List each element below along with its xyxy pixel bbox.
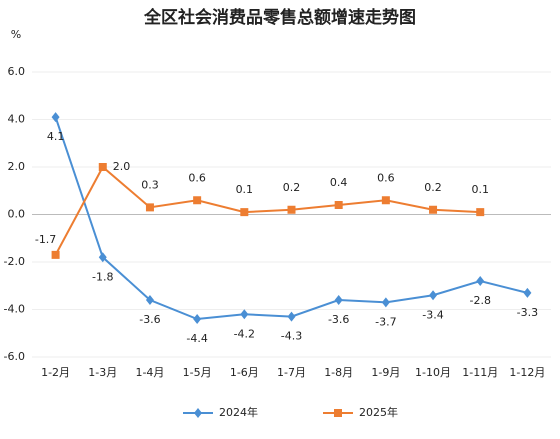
data-label: 2.0: [113, 160, 131, 173]
legend-label: 2024年: [219, 405, 258, 419]
data-label: 0.4: [330, 176, 348, 189]
marker: [523, 287, 532, 298]
marker: [193, 314, 202, 324]
marker: [51, 250, 60, 259]
marker: [476, 208, 485, 217]
x-tick-label: 1-6月: [230, 366, 259, 379]
data-label: -4.3: [281, 330, 302, 343]
x-tick-label: 1-10月: [415, 366, 451, 379]
data-label: 0.1: [236, 183, 254, 196]
marker: [381, 297, 390, 308]
marker: [51, 112, 60, 123]
marker: [240, 208, 249, 217]
marker: [145, 295, 154, 305]
marker: [98, 163, 107, 171]
marker: [334, 295, 343, 305]
data-label: -1.7: [35, 233, 56, 246]
y-tick-label: 0.0: [8, 208, 26, 221]
y-tick-label: 2.0: [8, 160, 26, 173]
y-tick-label: 6.0: [8, 65, 26, 78]
marker: [429, 205, 438, 214]
marker: [287, 311, 296, 322]
data-label: -1.8: [92, 270, 113, 283]
chart-title: 全区社会消费品零售总额增速走势图: [143, 7, 416, 28]
data-label: -3.3: [517, 306, 538, 319]
x-tick-label: 1-3月: [88, 366, 117, 379]
marker: [429, 290, 438, 301]
y-tick-label: 4.0: [8, 113, 26, 126]
series-line: [54, 165, 481, 256]
data-label: -3.6: [328, 313, 349, 326]
legend-label: 2025年: [359, 405, 398, 419]
x-tick-label: 1-11月: [462, 366, 498, 379]
x-tick-label: 1-8月: [324, 366, 353, 379]
data-label: 0.2: [283, 181, 301, 194]
marker: [476, 276, 485, 286]
x-tick-label: 1-12月: [509, 366, 545, 379]
data-label: -3.4: [422, 308, 443, 321]
data-label: 4.1: [47, 130, 65, 143]
y-tick-label: -2.0: [4, 255, 25, 268]
x-tick-label: 1-7月: [277, 366, 306, 379]
marker: [98, 252, 107, 263]
marker: [287, 205, 296, 214]
marker: [193, 196, 202, 205]
marker: [334, 409, 342, 417]
y-axis-label: %: [11, 28, 21, 41]
x-tick-label: 1-2月: [41, 366, 70, 379]
marker: [194, 408, 202, 418]
data-label: 0.2: [424, 181, 442, 194]
data-label: -4.2: [234, 327, 255, 340]
y-tick-label: -4.0: [4, 303, 25, 316]
x-tick-label: 1-5月: [183, 366, 212, 379]
data-label: -3.6: [139, 313, 160, 326]
data-label: 0.6: [377, 171, 395, 184]
data-label: 0.1: [471, 183, 489, 196]
marker: [240, 309, 249, 320]
marker: [145, 203, 154, 212]
data-label: -2.8: [469, 294, 490, 307]
y-tick-label: -6.0: [4, 350, 25, 363]
x-tick-label: 1-4月: [135, 366, 164, 379]
data-label: -4.4: [186, 332, 207, 345]
data-label: 0.3: [141, 178, 159, 191]
data-label: -3.7: [375, 315, 396, 328]
marker: [334, 201, 343, 209]
x-tick-label: 1-9月: [371, 366, 400, 379]
data-label: 0.6: [188, 171, 206, 184]
series-line: [54, 116, 528, 321]
marker: [381, 196, 390, 205]
